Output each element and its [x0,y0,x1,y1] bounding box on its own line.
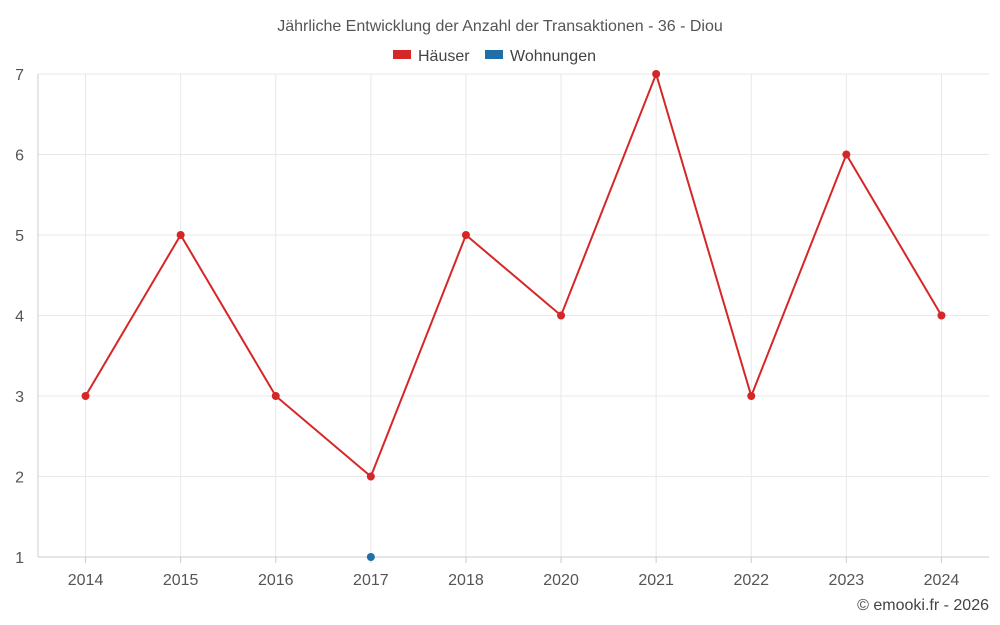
series-0 [81,70,946,481]
y-tick-label: 7 [15,67,24,84]
series-line [84,70,943,479]
data-point[interactable] [747,392,756,400]
legend-swatch-wohnungen [485,50,503,59]
x-tick-label: 2021 [638,572,674,589]
credit-text: © emooki.fr - 2026 [857,597,989,614]
data-point[interactable] [557,311,566,320]
x-tick-label: 2020 [543,572,579,589]
grid [38,73,989,557]
y-tick-label: 3 [15,389,24,406]
data-point[interactable] [366,472,375,481]
x-tick-label: 2022 [733,572,769,589]
series [81,70,946,561]
x-tick-label: 2016 [258,572,294,589]
legend-swatch-haeuser [393,50,411,59]
y-tick-label: 1 [15,550,24,567]
legend: Häuser Wohnungen [393,48,596,65]
legend-label-wohnungen: Wohnungen [510,48,596,65]
x-tick-label: 2015 [163,572,199,589]
data-point[interactable] [81,392,90,400]
y-tick-label: 2 [15,470,24,487]
data-point[interactable] [461,231,470,239]
legend-item-haeuser[interactable]: Häuser [393,48,470,65]
data-point[interactable] [652,70,661,78]
data-point[interactable] [176,231,185,239]
legend-label-haeuser: Häuser [418,48,470,65]
y-tick-label: 4 [15,309,24,326]
x-tick-label: 2024 [924,572,960,589]
data-point[interactable] [366,553,375,561]
axes: 1 2 3 4 5 6 7 2014 2015 2016 2017 2018 2020 2021 2022 2… [15,67,989,589]
chart-title: Jährliche Entwicklung der Anzahl der Tra… [277,18,723,35]
x-tick-label: 2017 [353,572,389,589]
data-point[interactable] [937,311,946,320]
data-point[interactable] [271,392,280,400]
y-tick-label: 5 [15,228,24,245]
series-1 [366,553,375,561]
x-tick-label: 2023 [829,572,865,589]
y-tick-label: 6 [15,148,24,165]
legend-item-wohnungen[interactable]: Wohnungen [485,48,596,65]
x-tick-label: 2014 [68,572,104,589]
x-tick-label: 2018 [448,572,484,589]
data-point[interactable] [842,150,851,159]
